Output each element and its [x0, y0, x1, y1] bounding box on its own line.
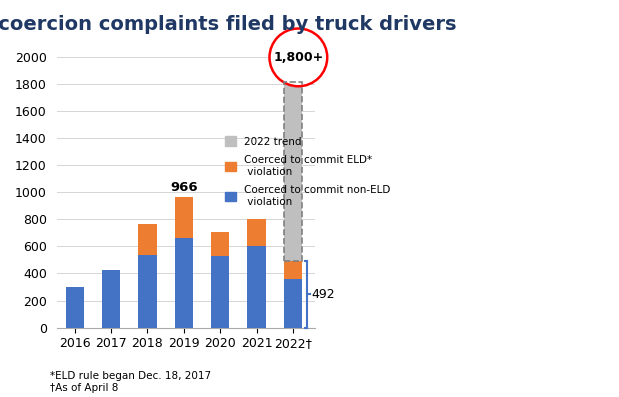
Bar: [248, 247, 266, 328]
Text: †As of April 8: †As of April 8: [50, 383, 118, 393]
Bar: [175, 238, 193, 328]
Bar: [284, 279, 302, 328]
Title: FMCSA coercion complaints filed by truck drivers: FMCSA coercion complaints filed by truck…: [0, 15, 456, 34]
Bar: [139, 224, 157, 254]
Text: *ELD rule began Dec. 18, 2017: *ELD rule began Dec. 18, 2017: [50, 371, 210, 381]
Text: 966: 966: [170, 181, 197, 194]
Bar: [284, 261, 302, 279]
Bar: [248, 219, 266, 247]
Text: 492: 492: [311, 288, 335, 301]
Bar: [139, 254, 157, 328]
Bar: [211, 231, 229, 256]
Bar: [175, 197, 193, 238]
Text: 1,800+: 1,800+: [273, 51, 324, 64]
Bar: [284, 82, 302, 261]
Bar: [284, 82, 302, 261]
Legend: 2022 trend, Coerced to commit ELD*
 violation, Coerced to commit non-ELD
 violat: 2022 trend, Coerced to commit ELD* viola…: [221, 132, 395, 211]
Bar: [102, 270, 120, 328]
Bar: [66, 287, 84, 328]
Bar: [211, 256, 229, 328]
